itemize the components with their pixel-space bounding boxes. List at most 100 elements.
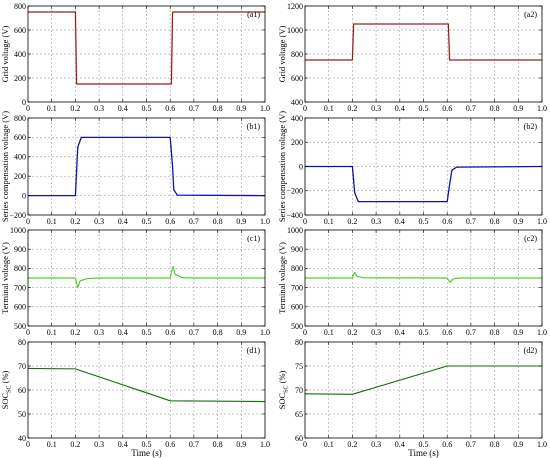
x-tick-label: 0.7	[466, 104, 476, 113]
x-tick-label: 0.3	[94, 328, 104, 337]
series-line-c2-0	[305, 272, 542, 283]
x-tick-label: 0.9	[513, 104, 523, 113]
y-tick-label: −400	[286, 211, 303, 220]
x-tick-label: 0.8	[213, 328, 223, 337]
y-tick-label: 200	[291, 138, 303, 147]
y-tick-label: 600	[291, 303, 303, 312]
y-tick-label: 70	[295, 386, 303, 395]
x-tick-label: 0	[26, 440, 30, 449]
x-tick-label: 0.2	[347, 440, 357, 449]
x-tick-label: 1.0	[260, 217, 270, 226]
y-tick-label: 200	[14, 74, 26, 83]
y-tick-label: 900	[14, 245, 26, 254]
series-line-a1-1	[28, 11, 265, 85]
y-tick-label: 40	[18, 434, 26, 443]
x-tick-label: 0.7	[189, 104, 199, 113]
y-tick-label: 900	[291, 245, 303, 254]
y-tick-label: 1200	[287, 2, 303, 11]
x-tick-label: 0.3	[371, 440, 381, 449]
panel-tag: (c1)	[247, 234, 260, 243]
x-tick-label: 0	[303, 217, 307, 226]
panel-tag: (a2)	[524, 10, 537, 19]
y-tick-label: 500	[291, 322, 303, 331]
x-tick-label: 0.3	[371, 328, 381, 337]
y-tick-label: 0	[22, 98, 26, 107]
x-tick-label: 0.5	[419, 104, 429, 113]
x-tick-label: 0.7	[189, 217, 199, 226]
x-tick-label: 0.6	[442, 328, 452, 337]
y-axis-label: Terminal voltage (V)	[0, 242, 10, 314]
y-tick-label: 500	[14, 322, 26, 331]
panel-a1: 0 0.1 0.2 0.3 0.4 0.5 0.6 0.7 0.8 0.9 1.0 0 200 400 60…	[0, 2, 270, 113]
x-tick-label: 0.4	[395, 217, 405, 226]
x-tick-label: 0.7	[189, 440, 199, 449]
x-tick-label: 1.0	[260, 104, 270, 113]
panel-b1: 0 0.1 0.2 0.3 0.4 0.5 0.6 0.7 0.8 0.9 1.0−20002004…	[0, 111, 270, 226]
x-tick-label: 0.2	[347, 104, 357, 113]
x-tick-label: 0.5	[142, 328, 152, 337]
panel-b2: 0 0.1 0.2 0.3 0.4 0.5 0.6 0.7 0.8 0.9 1.0 −400 −200 0…	[277, 111, 547, 226]
x-tick-label: 0.2	[70, 440, 80, 449]
y-tick-label: 60	[18, 386, 26, 395]
y-tick-label: 400	[14, 153, 26, 162]
y-tick-label: 800	[291, 50, 303, 59]
y-tick-label: 200	[14, 172, 26, 181]
x-tick-label: 0.4	[118, 104, 128, 113]
x-tick-label: 0.4	[118, 217, 128, 226]
x-tick-label: 0.6	[442, 104, 452, 113]
y-tick-label: 0	[299, 162, 303, 171]
x-tick-label: 0.5	[419, 440, 429, 449]
x-tick-label: 0.3	[371, 217, 381, 226]
y-axis-label: Grid voltage (V)	[277, 26, 287, 83]
x-tick-label: 0.1	[47, 104, 57, 113]
y-axis-label: SOCSC (%)	[277, 370, 290, 409]
x-tick-label: 0.3	[94, 104, 104, 113]
x-tick-label: 0.2	[347, 328, 357, 337]
x-tick-label: 0.6	[165, 328, 175, 337]
y-tick-label: 600	[14, 133, 26, 142]
y-tick-label: 1000	[287, 26, 303, 35]
y-tick-label: 600	[14, 26, 26, 35]
x-axis-label: Time (s)	[131, 448, 161, 458]
x-tick-label: 0.8	[213, 217, 223, 226]
y-tick-label: 80	[18, 338, 26, 347]
panel-tag: (c2)	[524, 234, 537, 243]
series-line-d2-0	[304, 365, 542, 395]
x-tick-label: 0	[303, 104, 307, 113]
x-tick-label: 1.0	[537, 104, 547, 113]
panel-c1: 0 0.1 0.2 0.3 0.4 0.5 0.6 0.7 0.8 0.9 1.0 500 600 700…	[0, 226, 270, 337]
y-tick-label: 50	[18, 410, 26, 419]
y-tick-label: 400	[291, 114, 303, 123]
panel-tag: (d2)	[524, 346, 538, 355]
x-tick-label: 0.5	[142, 217, 152, 226]
y-tick-label: 800	[14, 2, 26, 11]
series-line-d1-0	[27, 367, 266, 403]
x-tick-label: 0.5	[419, 328, 429, 337]
x-tick-label: 0	[303, 328, 307, 337]
y-tick-label: 600	[291, 74, 303, 83]
x-tick-label: 0.3	[371, 104, 381, 113]
y-axis-label: Series compensation voltage (V)	[277, 111, 287, 222]
x-tick-label: 0.3	[94, 440, 104, 449]
x-tick-label: 0.1	[324, 328, 334, 337]
x-tick-label: 0.8	[490, 104, 500, 113]
y-tick-label: 800	[14, 114, 26, 123]
series-line-c1-0	[28, 265, 265, 289]
y-tick-label: 400	[14, 50, 26, 59]
x-tick-label: 0.5	[419, 217, 429, 226]
x-tick-label: 0.8	[213, 104, 223, 113]
x-tick-label: 0.2	[347, 217, 357, 226]
y-axis-label: Terminal voltage (V)	[277, 242, 287, 314]
series-line-b1-0	[28, 136, 266, 197]
x-tick-label: 1.0	[537, 328, 547, 337]
x-tick-label: 0	[26, 217, 30, 226]
x-tick-label: 0.7	[466, 217, 476, 226]
y-tick-label: 1000	[10, 226, 26, 235]
x-tick-label: 0.8	[490, 440, 500, 449]
x-tick-label: 0.6	[442, 217, 452, 226]
x-tick-label: 0.9	[236, 217, 246, 226]
x-tick-label: 0.3	[94, 217, 104, 226]
x-tick-label: 0.1	[324, 217, 334, 226]
x-tick-label: 0.9	[513, 440, 523, 449]
